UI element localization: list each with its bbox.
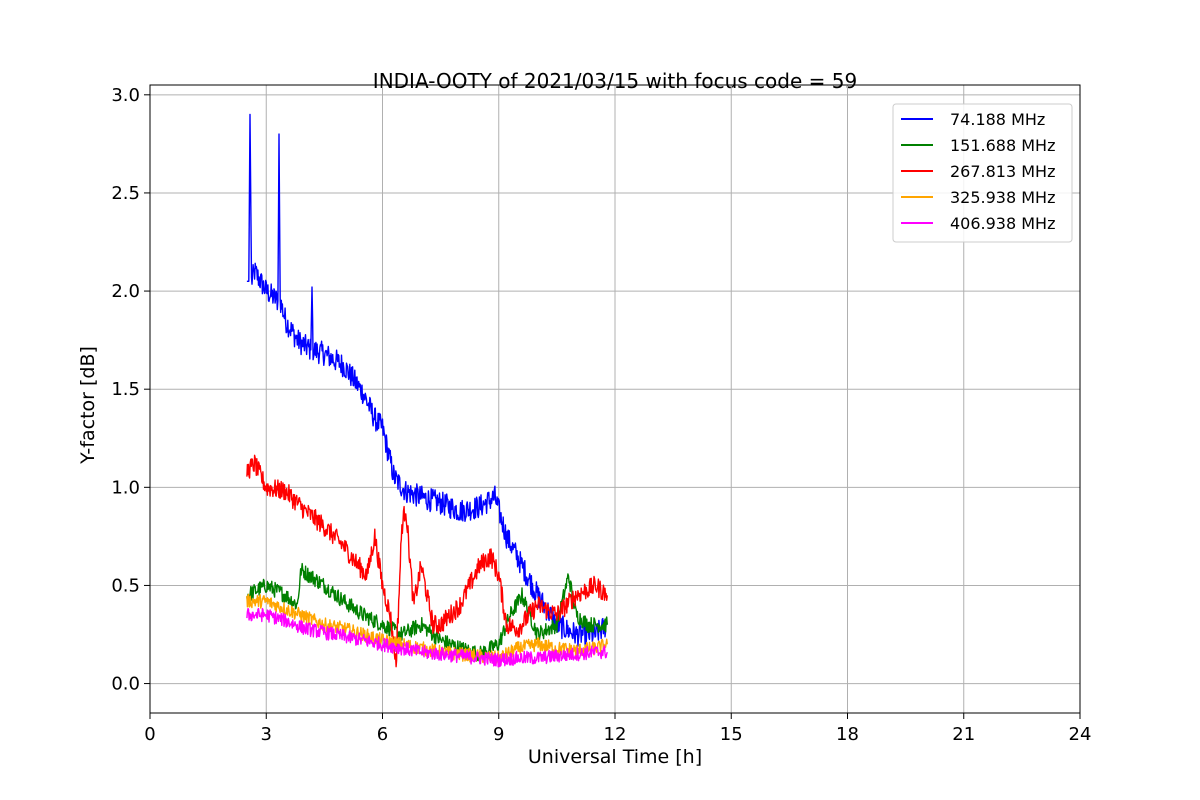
series-line-1 bbox=[246, 562, 608, 662]
x-tick-label: 15 bbox=[720, 724, 743, 745]
y-tick-label: 0.0 bbox=[111, 674, 140, 695]
y-tick-label: 1.5 bbox=[111, 379, 140, 400]
x-tick-label: 18 bbox=[836, 724, 859, 745]
x-tick-label: 6 bbox=[377, 724, 388, 745]
y-tick-label: 2.0 bbox=[111, 281, 140, 302]
x-axis: 0 3 6 9 12 15 18 21 24 bbox=[144, 713, 1091, 745]
legend-label-3: 325.938 MHz bbox=[950, 188, 1055, 207]
series-line-2 bbox=[246, 454, 608, 668]
legend-box bbox=[892, 103, 1073, 243]
y-tick-label: 0.5 bbox=[111, 575, 140, 596]
legend: 74.188 MHz 151.688 MHz 267.813 MHz 325.938 … bbox=[892, 103, 1073, 243]
legend-label-2: 267.813 MHz bbox=[950, 162, 1055, 181]
legend-label-0: 74.188 MHz bbox=[950, 110, 1045, 129]
x-tick-label: 24 bbox=[1069, 724, 1092, 745]
x-tick-label: 0 bbox=[144, 724, 155, 745]
series-line-4 bbox=[246, 607, 608, 668]
y-axis-title: Y-factor [dB] bbox=[77, 346, 99, 465]
x-tick-label: 21 bbox=[952, 724, 975, 745]
y-axis: 0.0 0.5 1.0 1.5 2.0 2.5 3.0 bbox=[111, 85, 150, 695]
y-tick-label: 1.0 bbox=[111, 477, 140, 498]
x-tick-label: 3 bbox=[261, 724, 272, 745]
legend-label-1: 151.688 MHz bbox=[950, 136, 1055, 155]
series-group bbox=[246, 113, 608, 668]
x-tick-label: 12 bbox=[604, 724, 627, 745]
y-tick-label: 2.5 bbox=[111, 183, 140, 204]
legend-label-4: 406.938 MHz bbox=[950, 214, 1055, 233]
series-line-0 bbox=[246, 113, 608, 647]
x-tick-label: 9 bbox=[493, 724, 504, 745]
y-tick-label: 3.0 bbox=[111, 85, 140, 106]
x-axis-title: Universal Time [h] bbox=[528, 746, 702, 768]
